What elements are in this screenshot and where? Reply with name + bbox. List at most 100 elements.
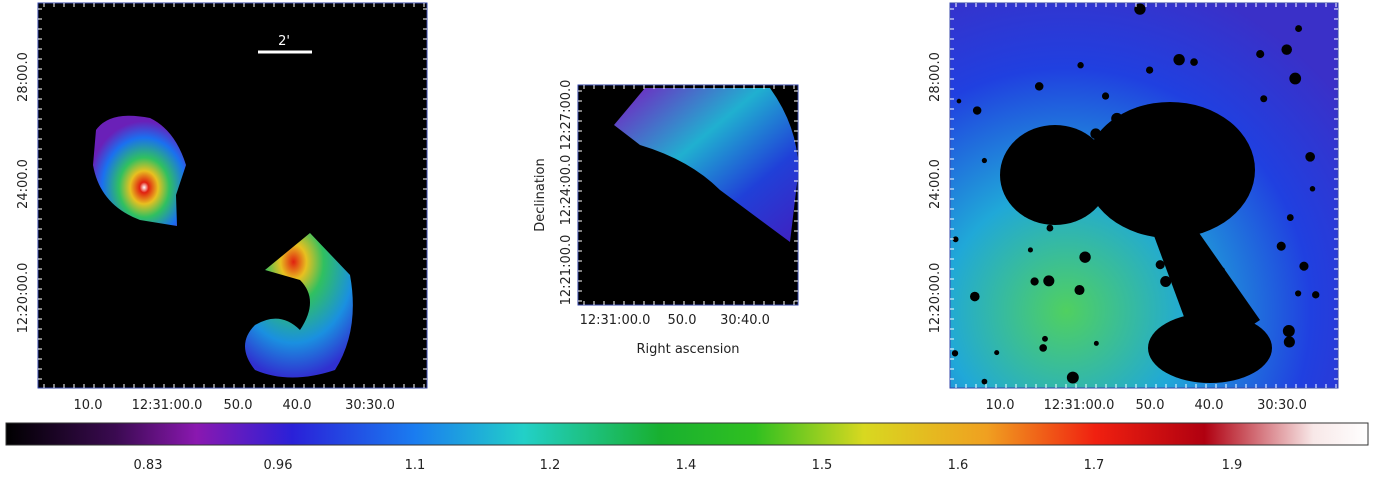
source-mask: [1305, 151, 1315, 162]
source-mask: [994, 350, 1000, 356]
source-mask: [1186, 280, 1194, 287]
source-mask: [1145, 66, 1154, 74]
source-mask: [1066, 371, 1079, 384]
source-mask: [1039, 344, 1047, 352]
source-mask: [1137, 211, 1149, 223]
x-tick-label: 12:31:00.0: [580, 313, 651, 328]
colorbar-tick-label: 1.4: [676, 458, 697, 473]
source-mask: [1188, 329, 1200, 341]
source-mask: [981, 157, 987, 164]
source-mask: [1165, 259, 1172, 266]
colorbar-gradient: [5, 422, 1369, 446]
source-mask: [1034, 82, 1044, 91]
source-mask: [981, 378, 988, 385]
source-mask: [952, 236, 959, 243]
source-mask: [1076, 202, 1086, 212]
y-tick-label: 12:20:00.0: [16, 263, 31, 334]
x-tick-label: 10.0: [986, 398, 1015, 413]
source-mask: [1144, 163, 1151, 169]
source-mask: [1230, 186, 1240, 197]
source-mask: [1077, 62, 1084, 69]
source-mask: [1193, 351, 1198, 356]
source-mask: [1226, 163, 1232, 170]
y-tick-label: 24:00.0: [16, 159, 31, 209]
source-mask: [1043, 275, 1055, 287]
x-tick-label: 40.0: [1195, 398, 1224, 413]
colorbar-tick-label: 1.5: [812, 458, 833, 473]
source-mask: [1160, 275, 1172, 287]
panel-3: 28:00.0 24:00.0 12:20:00.0 10.0 12:31:00…: [928, 2, 1339, 413]
y-tick-label: 12:27:00.0: [559, 80, 574, 151]
panel-2: 12:21:00.0 12:24:00.0 12:27:00.0 Declina…: [533, 80, 799, 357]
source-mask: [1295, 25, 1303, 33]
source-mask: [1283, 336, 1295, 348]
source-mask: [1111, 112, 1123, 125]
source-mask: [1027, 247, 1033, 253]
colorbar-tick-label: 0.83: [134, 458, 163, 473]
source-mask: [1309, 186, 1316, 192]
image-frame: [37, 2, 428, 389]
source-mask: [1295, 290, 1302, 297]
x-tick-label: 12:31:00.0: [132, 398, 203, 413]
colorbar-tick-label: 1.1: [405, 458, 426, 473]
source-mask: [1312, 291, 1320, 299]
source-mask: [1042, 335, 1048, 342]
scale-bar-label: 2': [278, 34, 290, 49]
colorbar-tick-label: 1.7: [1084, 458, 1105, 473]
source-mask: [1074, 284, 1085, 296]
x-tick-label: 50.0: [668, 313, 697, 328]
source-mask: [951, 350, 959, 357]
source-mask: [1093, 340, 1099, 346]
x-tick-label: 30:30.0: [1257, 398, 1307, 413]
source-mask: [1286, 214, 1294, 221]
x-tick-label: 30:30.0: [345, 398, 395, 413]
source-mask: [1090, 128, 1102, 140]
source-mask: [1276, 241, 1286, 251]
source-mask: [1222, 192, 1228, 197]
y-tick-label: 12:21:00.0: [559, 235, 574, 306]
x-tick-label: 30:40.0: [720, 313, 770, 328]
source-mask: [1058, 140, 1066, 149]
source-mask: [1074, 149, 1086, 160]
y-axis-label: Declination: [533, 158, 548, 232]
x-axis-label: Right ascension: [636, 342, 739, 357]
emission-region: [93, 115, 186, 226]
source-mask: [969, 291, 980, 302]
source-mask: [1282, 325, 1295, 337]
y-tick-label: 28:00.0: [16, 52, 31, 102]
colorbar-tick-label: 1.9: [1222, 458, 1243, 473]
x-tick-label: 12:31:00.0: [1044, 398, 1115, 413]
colorbar-tick-label: 1.2: [540, 458, 561, 473]
source-mask: [972, 106, 982, 115]
source-mask: [1030, 277, 1039, 286]
y-tick-label: 28:00.0: [928, 52, 943, 102]
emission-region: [245, 233, 353, 378]
y-tick-label: 12:24:00.0: [559, 155, 574, 226]
source-mask: [1289, 72, 1302, 85]
colorbar-tick-label: 1.6: [948, 458, 969, 473]
colorbar-tick-label: 0.96: [264, 458, 293, 473]
mask: [1148, 313, 1272, 383]
source-mask: [1207, 177, 1220, 190]
panel-1: 2' 28:00.0 24:00.0 12:20:00.0 10.0 12:31…: [16, 2, 428, 413]
x-tick-label: 10.0: [74, 398, 103, 413]
x-tick-label: 50.0: [224, 398, 253, 413]
y-tick-label: 24:00.0: [928, 159, 943, 209]
x-tick-label: 50.0: [1136, 398, 1165, 413]
source-mask: [1173, 53, 1185, 66]
source-mask: [1101, 92, 1110, 100]
y-tick-label: 12:20:00.0: [928, 263, 943, 334]
source-mask: [1281, 44, 1292, 55]
colorbar: 0.83 0.96 1.1 1.2 1.4 1.5 1.6 1.7 1.9: [5, 422, 1369, 473]
source-mask: [1167, 344, 1179, 356]
source-mask: [1145, 192, 1155, 203]
source-mask: [1155, 260, 1165, 270]
colorbar-ticks: 0.83 0.96 1.1 1.2 1.4 1.5 1.6 1.7 1.9: [134, 458, 1243, 473]
source-mask: [1256, 50, 1265, 59]
source-mask: [1299, 261, 1309, 271]
source-mask: [1260, 95, 1268, 103]
source-mask: [1079, 251, 1091, 263]
source-mask: [956, 98, 962, 104]
